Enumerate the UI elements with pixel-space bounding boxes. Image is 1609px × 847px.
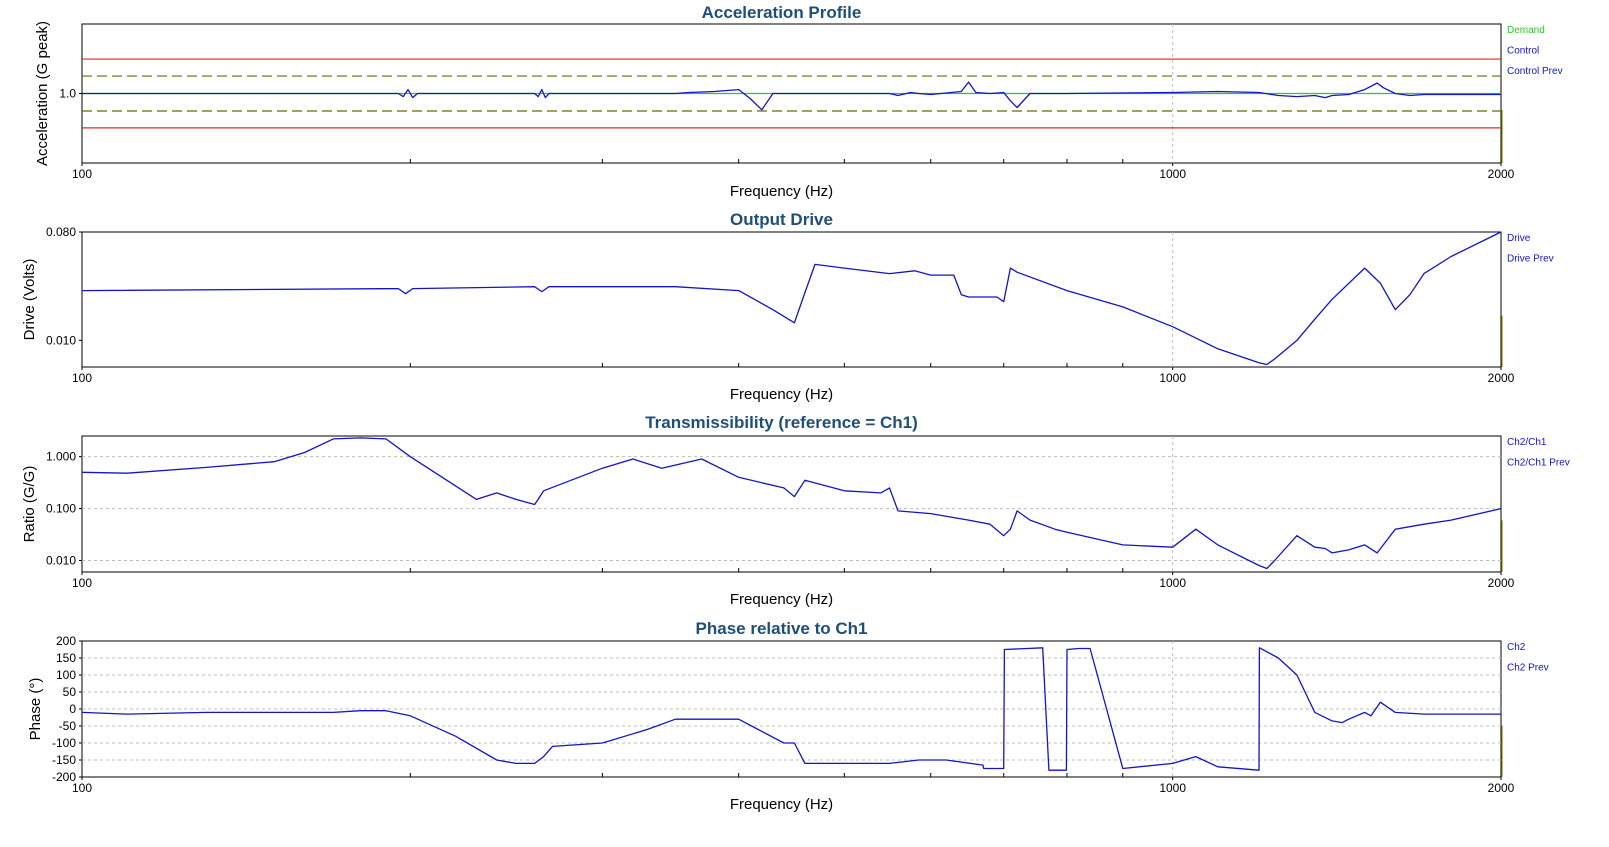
y-tick-label: 100 xyxy=(56,668,76,682)
y-tick-label: 0.010 xyxy=(46,333,76,347)
x-tick-label: 1000 xyxy=(1159,576,1186,590)
legend-entry: Control Prev xyxy=(1507,66,1563,77)
series-line-drive xyxy=(81,231,1502,366)
legend-entry: Drive Prev xyxy=(1507,254,1554,265)
y-axis-label: Ratio (G/G) xyxy=(21,466,38,543)
y-axis-label: Acceleration (G peak) xyxy=(34,21,51,166)
x-tick-label: 1000 xyxy=(1159,781,1186,795)
chart-panel-2: Output Drive 100 1000 2000 0.010 0.080 Frequen… xyxy=(21,210,1554,403)
chart-title: Transmissibility (reference = Ch1) xyxy=(645,413,918,432)
x-axis-label: Frequency (Hz) xyxy=(730,796,833,813)
x-tick-label: 100 xyxy=(72,371,92,385)
x-tick-label: 100 xyxy=(72,167,92,181)
y-tick-label: 1.000 xyxy=(46,450,76,464)
y-axis-label: Phase (°) xyxy=(27,678,44,741)
y-tick-label: -50 xyxy=(59,719,77,733)
y-tick-label: 0.100 xyxy=(46,502,76,516)
x-tick-label: 2000 xyxy=(1488,781,1515,795)
chart-title: Output Drive xyxy=(730,210,833,229)
y-tick-label: 0.080 xyxy=(46,225,76,239)
legend-entry: Ch2 xyxy=(1507,642,1526,653)
x-axis-label: Frequency (Hz) xyxy=(730,386,833,403)
y-tick-label: -200 xyxy=(52,770,76,784)
x-tick-label: 2000 xyxy=(1488,167,1515,181)
y-tick-label: 200 xyxy=(56,634,76,648)
x-tick-label: 100 xyxy=(72,781,92,795)
y-tick-label: 0 xyxy=(69,702,76,716)
legend-entry: Ch2/Ch1 xyxy=(1507,437,1547,448)
x-axis-label: Frequency (Hz) xyxy=(730,183,833,200)
chart-panel-3: Transmissibility (reference = Ch1) 100 100… xyxy=(21,413,1570,608)
series-line-ch2-ch1 xyxy=(81,437,1502,570)
y-tick-label: 0.010 xyxy=(46,553,76,567)
series-line-control xyxy=(82,81,1501,111)
x-tick-label: 1000 xyxy=(1159,371,1186,385)
x-tick-label: 2000 xyxy=(1488,371,1515,385)
legend-entry: Control xyxy=(1507,46,1539,57)
y-tick-label: -150 xyxy=(52,753,76,767)
chart-title: Acceleration Profile xyxy=(702,3,862,22)
legend-entry: Ch2 Prev xyxy=(1507,663,1549,674)
x-axis-label: Frequency (Hz) xyxy=(730,591,833,608)
y-tick-label: 150 xyxy=(56,651,76,665)
y-tick-label: -100 xyxy=(52,736,76,750)
plot-area xyxy=(81,231,1502,368)
legend-entry: Ch2/Ch1 Prev xyxy=(1507,458,1570,469)
y-tick-label: 50 xyxy=(63,685,77,699)
x-tick-label: 1000 xyxy=(1159,167,1186,181)
y-tick-label: 1.0 xyxy=(59,87,76,101)
plot-area xyxy=(81,435,1502,573)
y-axis-label: Drive (Volts) xyxy=(21,259,38,341)
series-line-ch2 xyxy=(81,647,1501,771)
chart-title: Phase relative to Ch1 xyxy=(696,619,868,638)
legend-entry: Demand xyxy=(1507,25,1545,36)
legend-entry: Drive xyxy=(1507,233,1531,244)
x-tick-label: 100 xyxy=(72,576,92,590)
x-tick-label: 2000 xyxy=(1488,576,1515,590)
chart-panel-1: Acceleration Profile 100 1000 2000 1.0 Freque… xyxy=(34,3,1563,200)
